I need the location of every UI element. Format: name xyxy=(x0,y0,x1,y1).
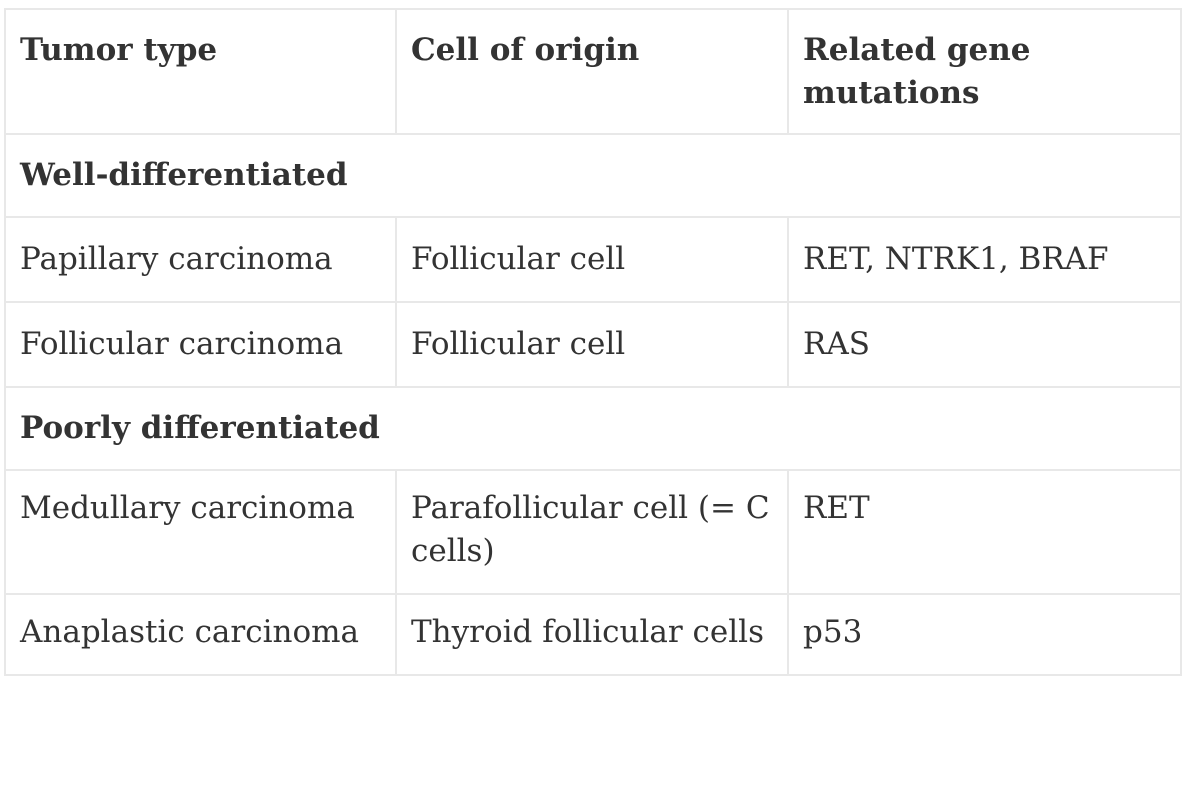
header-cell-of-origin: Cell of origin xyxy=(395,8,789,135)
gene-mutations-cell: RAS xyxy=(787,301,1182,388)
section-label: Well-differentiated xyxy=(4,133,1182,218)
gene-mutations-cell: RET xyxy=(787,469,1182,595)
tumor-type-cell: Papillary carcinoma xyxy=(4,216,397,303)
tumor-table-container: Tumor type Cell of origin Related gene m… xyxy=(4,8,1182,676)
table-row: Anaplastic carcinoma Thyroid follicular … xyxy=(4,593,1182,676)
table-row: Medullary carcinoma Parafollicular cell … xyxy=(4,469,1182,595)
section-label: Poorly differentiated xyxy=(4,386,1182,471)
thyroid-tumor-table: Tumor type Cell of origin Related gene m… xyxy=(4,8,1182,676)
tumor-type-cell: Medullary carcinoma xyxy=(4,469,397,595)
section-row-poorly-differentiated: Poorly differentiated xyxy=(4,386,1182,471)
table-row: Papillary carcinoma Follicular cell RET,… xyxy=(4,216,1182,303)
gene-mutations-cell: RET, NTRK1, BRAF xyxy=(787,216,1182,303)
table-row: Follicular carcinoma Follicular cell RAS xyxy=(4,301,1182,388)
cell-of-origin-cell: Follicular cell xyxy=(395,216,789,303)
cell-of-origin-cell: Parafollicular cell (= C cells) xyxy=(395,469,789,595)
section-row-well-differentiated: Well-differentiated xyxy=(4,133,1182,218)
gene-mutations-cell: p53 xyxy=(787,593,1182,676)
cell-of-origin-cell: Follicular cell xyxy=(395,301,789,388)
table-header-row: Tumor type Cell of origin Related gene m… xyxy=(4,8,1182,135)
tumor-type-cell: Anaplastic carcinoma xyxy=(4,593,397,676)
header-tumor-type: Tumor type xyxy=(4,8,397,135)
cell-of-origin-cell: Thyroid follicular cells xyxy=(395,593,789,676)
tumor-type-cell: Follicular carcinoma xyxy=(4,301,397,388)
header-related-gene-mutations: Related gene mutations xyxy=(787,8,1182,135)
